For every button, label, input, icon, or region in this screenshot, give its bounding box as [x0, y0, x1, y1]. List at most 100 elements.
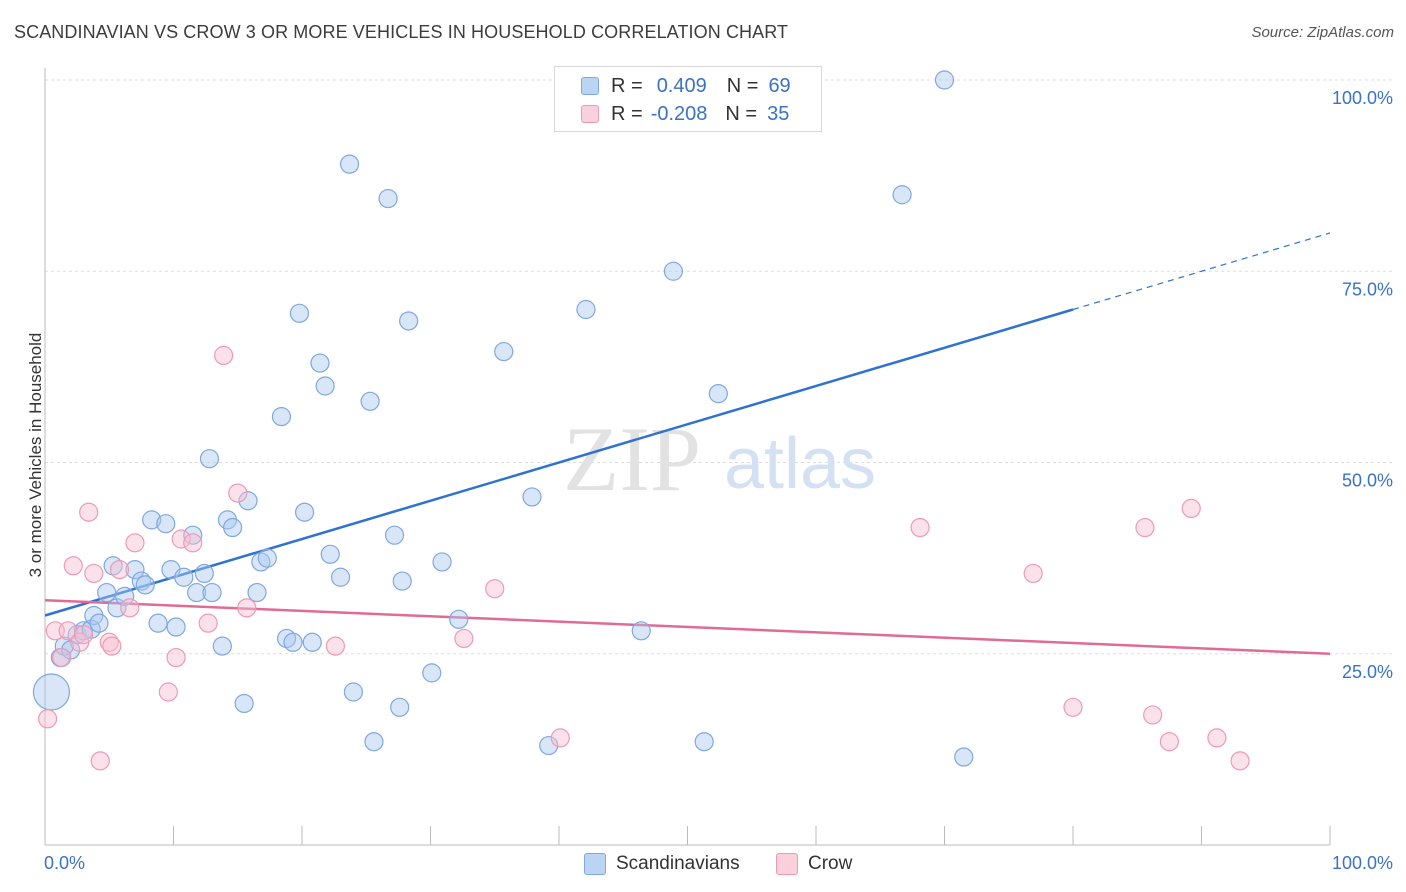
- data-point: [125, 559, 145, 580]
- data-point: [247, 582, 267, 603]
- axes: [44, 68, 1331, 846]
- legend-row-crow: R = -0.208 N = 35: [581, 100, 789, 128]
- data-point: [234, 693, 254, 714]
- blue-swatch: [584, 853, 606, 875]
- tick-labels: 100.0% 75.0% 50.0% 25.0% 0.0% 100.0%: [44, 88, 1393, 873]
- data-point: [522, 487, 542, 507]
- trendline-crow: [44, 598, 1331, 655]
- legend-label: Crow: [808, 853, 853, 874]
- data-point: [539, 735, 559, 756]
- data-point: [330, 567, 351, 587]
- legend-row-scandinavians: R = 0.409 N = 69: [581, 72, 791, 100]
- data-point: [892, 185, 912, 205]
- data-point: [449, 609, 469, 629]
- data-point: [576, 299, 596, 320]
- data-point: [109, 559, 130, 580]
- data-point: [302, 632, 322, 652]
- y-tick-label: 75.0%: [1342, 279, 1393, 299]
- data-point: [187, 582, 207, 603]
- r-value: -0.208: [650, 102, 708, 125]
- legend-label: Scandinavians: [616, 853, 740, 874]
- data-point: [237, 598, 257, 618]
- pink-swatch: [776, 853, 798, 875]
- data-point: [934, 70, 955, 90]
- trendline-scandinavians-extension: [1072, 232, 1331, 311]
- data-point: [156, 514, 176, 534]
- x-tick-label: 0.0%: [44, 853, 85, 873]
- data-point: [142, 510, 162, 530]
- data-point: [364, 732, 384, 752]
- pink-swatch: [581, 105, 599, 123]
- data-point: [90, 751, 110, 771]
- data-point: [73, 625, 94, 645]
- r-label: R =: [611, 102, 643, 125]
- bottom-legend-scandinavians: Scandinavians: [584, 851, 740, 877]
- watermark: ZIP atlas: [563, 408, 876, 510]
- data-point: [360, 391, 380, 411]
- data-point: [183, 525, 203, 545]
- data-point: [115, 586, 135, 606]
- data-point: [125, 533, 145, 553]
- data-point: [485, 579, 505, 599]
- data-point: [631, 621, 651, 641]
- data-point: [148, 613, 168, 633]
- data-point: [238, 491, 258, 511]
- data-point: [339, 154, 360, 174]
- data-points: [32, 70, 1250, 771]
- trendlines: [44, 232, 1331, 655]
- data-point: [392, 571, 412, 591]
- data-point: [183, 533, 203, 553]
- data-point: [384, 525, 405, 545]
- source-label: Source: ZipAtlas.com: [1251, 24, 1394, 41]
- data-point: [84, 563, 104, 584]
- data-point: [283, 632, 303, 652]
- data-point: [214, 345, 234, 365]
- data-point: [120, 598, 140, 618]
- data-point: [1135, 517, 1155, 538]
- n-value: 35: [767, 102, 790, 125]
- data-point: [166, 617, 186, 637]
- r-value: 0.409: [656, 74, 707, 97]
- data-point: [399, 311, 419, 331]
- data-point: [289, 303, 310, 323]
- data-point: [708, 384, 728, 404]
- series-scandinavians: [32, 70, 974, 767]
- data-point: [228, 483, 248, 503]
- data-point: [158, 682, 178, 702]
- data-point: [694, 732, 714, 752]
- data-point: [432, 552, 452, 572]
- data-point: [422, 663, 442, 683]
- n-label: N =: [726, 74, 759, 97]
- data-point: [325, 636, 346, 656]
- data-point: [343, 682, 363, 702]
- data-point: [271, 407, 292, 427]
- x-tick-label: 100.0%: [1332, 853, 1393, 873]
- data-point: [294, 502, 315, 522]
- watermark-atlas: atlas: [724, 424, 876, 504]
- data-point: [315, 376, 335, 396]
- data-point: [212, 636, 232, 656]
- data-point: [171, 529, 191, 549]
- n-value: 69: [768, 74, 791, 97]
- data-point: [52, 647, 72, 668]
- correlation-legend: R = 0.409 N = 69 R = -0.208 N = 35: [554, 66, 822, 132]
- data-point: [1143, 705, 1163, 725]
- data-point: [166, 647, 186, 668]
- data-point: [1207, 728, 1227, 748]
- data-point: [257, 548, 277, 568]
- data-point: [378, 188, 398, 209]
- data-point: [135, 575, 155, 595]
- data-point: [58, 621, 78, 641]
- data-point: [1181, 498, 1201, 518]
- data-point: [494, 341, 514, 362]
- series-crow: [37, 345, 1250, 771]
- bottom-legend-crow: Crow: [776, 851, 852, 877]
- data-point: [89, 613, 109, 633]
- data-point: [910, 517, 930, 538]
- data-point: [97, 582, 117, 603]
- y-axis-label: 3 or more Vehicles in Household: [26, 332, 45, 578]
- data-point: [63, 556, 83, 576]
- data-point: [199, 449, 220, 469]
- data-point: [663, 261, 683, 281]
